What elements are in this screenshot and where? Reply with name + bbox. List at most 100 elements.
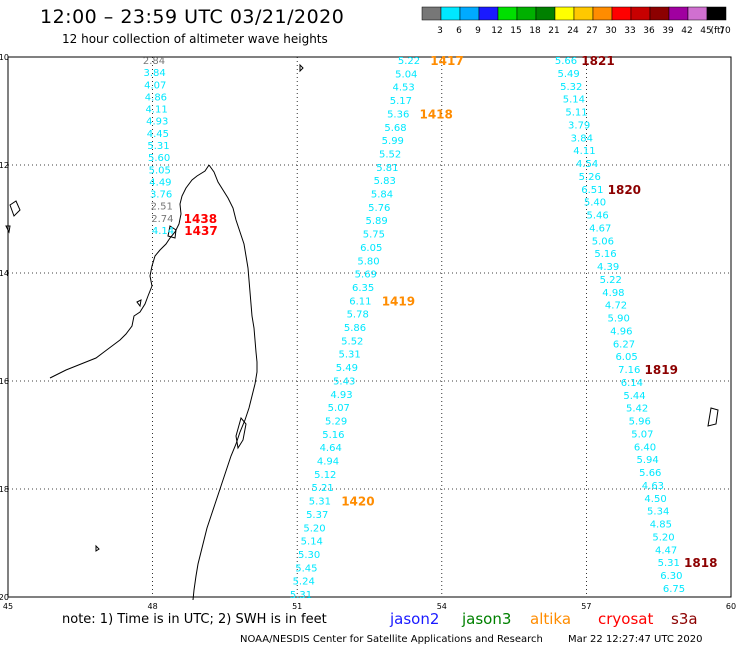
wave-height-value: 5.66	[555, 56, 577, 67]
wave-height-value: 4.93	[146, 117, 168, 128]
colorbar-label: 70	[719, 26, 731, 36]
wave-height-value: 5.16	[594, 249, 616, 260]
wave-height-value: 4.67	[589, 223, 611, 234]
colorbar-swatch	[440, 6, 461, 21]
wave-height-value: 5.30	[298, 550, 320, 561]
pass-time-label: 1418	[419, 107, 452, 121]
wave-height-value: 4.49	[149, 177, 171, 188]
wave-height-value: 4.63	[642, 481, 664, 492]
wave-height-value: 5.26	[579, 172, 601, 183]
colorbar-label: 45	[700, 26, 711, 36]
colorbar-swatch	[592, 6, 613, 21]
colorbar-swatch	[478, 6, 499, 21]
wave-height-value: 4.93	[330, 390, 352, 401]
colorbar-swatch	[649, 6, 670, 21]
colorbar-swatch	[668, 6, 689, 21]
island-nw	[9, 200, 21, 217]
pass-time-label: 1417	[430, 54, 463, 68]
wave-height-value: 6.40	[634, 442, 656, 453]
lon-label: 60	[726, 602, 736, 611]
wave-height-value: 7.16	[618, 365, 640, 376]
colorbar-swatch	[687, 6, 708, 21]
wave-height-value: 5.31	[338, 350, 360, 361]
track-west: 2.843.844.074.86 4.114.934.455.315.605.05…	[143, 56, 218, 238]
wave-height-value: 6.51	[581, 185, 603, 196]
wave-height-value: 4.47	[655, 545, 677, 556]
satellite-altika: altika	[530, 610, 572, 628]
wave-height-value: 5.32	[560, 82, 582, 93]
colorbar-label: 6	[456, 26, 462, 36]
wave-height-value: 5.07	[328, 403, 350, 414]
wave-height-value: 5.45	[295, 563, 317, 574]
footer-timestamp: Mar 22 12:27:47 UTC 2020	[568, 634, 703, 645]
wave-height-value: 5.37	[306, 510, 328, 521]
island-nosy-be	[167, 225, 177, 239]
lon-label: 45	[3, 602, 13, 611]
footer-note: note: 1) Time is in UTC; 2) SWH is in fe…	[62, 612, 327, 627]
wave-height-value: 5.07	[631, 429, 653, 440]
colorbar-swatch	[573, 6, 594, 21]
wave-height-value: 5.05	[149, 165, 171, 176]
wave-height-value: 5.31	[658, 558, 680, 569]
wave-height-value: 5.16	[322, 430, 344, 441]
colorbar-swatch	[421, 6, 442, 21]
wave-height-value: 5.29	[325, 416, 347, 427]
map-frame	[7, 56, 732, 598]
colorbar-label: 3	[437, 26, 443, 36]
wave-height-value: 5.96	[629, 417, 651, 428]
pass-time-label: 1819	[645, 363, 678, 377]
colorbar-label: 33	[624, 26, 635, 36]
wave-height-value: 3.79	[568, 120, 590, 131]
wave-height-value: 5.44	[623, 391, 645, 402]
colorbar-label: 18	[529, 26, 541, 36]
wave-height-tracks: 2.843.844.074.864.114.934.455.315.605.05…	[143, 54, 718, 601]
wave-height-value: 3.84	[144, 68, 166, 79]
wave-height-value: 5.04	[395, 69, 417, 80]
wave-height-value: 2.74	[151, 214, 173, 225]
colorbar: 3 6 9 12 15 18 21 24 27 30 33 36 39 42 45 70(ft)	[421, 6, 731, 36]
wave-height-value: 6.75	[663, 584, 685, 595]
wave-height-value: 5.06	[592, 236, 614, 247]
madagascar-coast	[192, 164, 258, 601]
wave-height-value: 4.72	[605, 301, 627, 312]
island-tromelin	[707, 407, 719, 427]
wave-height-value: 2.51	[151, 202, 173, 213]
wave-height-value: 5.46	[586, 211, 608, 222]
wave-height-value: 5.66	[639, 468, 661, 479]
wave-height-value: 5.94	[637, 455, 659, 466]
lat-label: -16	[0, 377, 9, 386]
pass-time-label: 1437	[184, 224, 217, 238]
colorbar-swatch	[554, 6, 575, 21]
lon-label: 54	[437, 602, 447, 611]
lat-label: -20	[0, 593, 9, 602]
colorbar-swatch	[535, 6, 556, 21]
pass-time-label: 1821	[581, 54, 614, 68]
wave-height-value: 4.39	[597, 262, 619, 273]
wave-height-value: 5.31	[309, 497, 331, 508]
wave-height-value: 2.84	[143, 56, 165, 67]
wave-height-value: 5.69	[355, 270, 377, 281]
wave-height-value: 5.68	[384, 123, 406, 134]
wave-height-value: 5.11	[565, 108, 587, 119]
wave-height-value: 6.27	[613, 339, 635, 350]
wave-height-value: 4.53	[392, 83, 414, 94]
island-sainte-marie	[235, 416, 247, 450]
colorbar-unit: (ft)	[710, 26, 724, 36]
lat-label: -12	[0, 161, 9, 170]
satellite-cryosat: cryosat	[598, 610, 654, 628]
title: 12:00 – 23:59 UTC 03/21/2020	[40, 6, 345, 28]
colorbar-swatch	[516, 6, 537, 21]
pass-time-label: 1419	[382, 294, 415, 308]
colorbar-label: 24	[567, 26, 579, 36]
wave-height-value: 5.31	[290, 590, 312, 601]
lat-label: -14	[0, 269, 9, 278]
lon-label: 48	[148, 602, 158, 611]
wave-height-value: 3.76	[150, 190, 172, 201]
colorbar-swatch	[459, 6, 480, 21]
colorbar-label: 39	[662, 26, 674, 36]
madagascar-northwest-coast	[49, 164, 210, 379]
wave-height-value: 5.75	[363, 230, 385, 241]
lon-label: 57	[581, 602, 591, 611]
wave-height-value: 4.07	[144, 80, 166, 91]
